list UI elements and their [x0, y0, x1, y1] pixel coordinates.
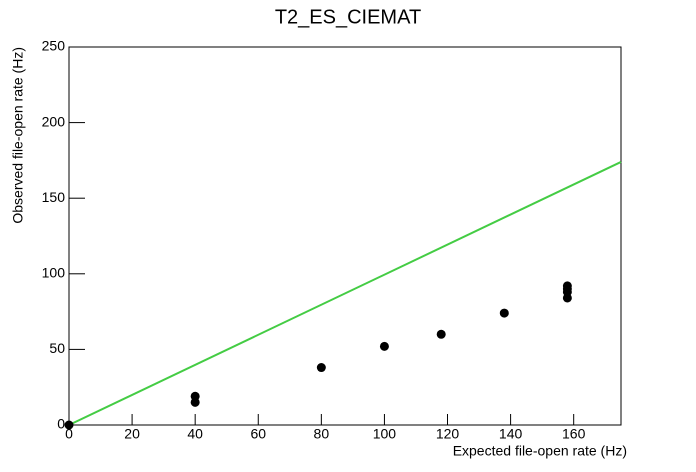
- y-tick-label: 200: [42, 113, 66, 129]
- x-tick-label: 80: [314, 426, 330, 442]
- x-tick-label: 100: [373, 426, 397, 442]
- reference-line: [68, 161, 622, 426]
- x-tick-label: 160: [562, 426, 586, 442]
- data-point: [64, 420, 74, 430]
- y-tick-label: 50: [49, 340, 65, 356]
- plot-frame: [68, 46, 622, 426]
- data-point: [499, 308, 509, 318]
- data-point: [190, 397, 200, 407]
- data-point: [316, 363, 326, 373]
- y-tick-label: 150: [42, 189, 66, 205]
- data-point: [436, 329, 446, 339]
- x-tick-label: 60: [250, 426, 266, 442]
- data-point: [562, 293, 572, 303]
- x-tick-label: 40: [187, 426, 203, 442]
- x-tick-label: 120: [436, 426, 460, 442]
- y-axis-label: Observed file-open rate (Hz): [10, 47, 26, 224]
- y-tick-label: 100: [42, 265, 66, 281]
- data-point: [379, 341, 389, 351]
- x-axis-label: Expected file-open rate (Hz): [453, 443, 627, 459]
- y-tick-label: 0: [57, 416, 65, 432]
- y-tick-label: 250: [42, 38, 66, 54]
- x-tick-label: 20: [124, 426, 140, 442]
- x-tick-label: 140: [499, 426, 523, 442]
- x-tick-label: 0: [65, 426, 73, 442]
- chart-title: T2_ES_CIEMAT: [275, 6, 421, 28]
